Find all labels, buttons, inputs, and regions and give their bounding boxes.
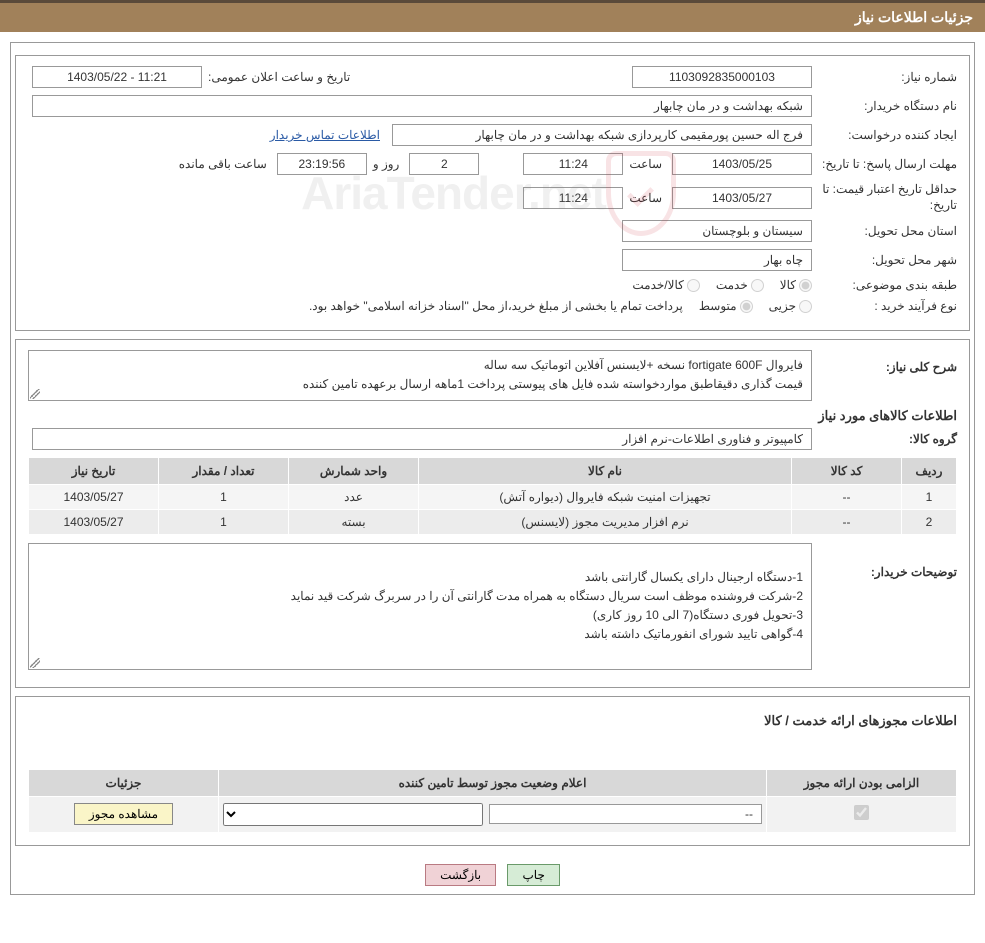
license-col-status: اعلام وضعیت مجوز توسط تامین کننده: [219, 769, 767, 796]
cat-opt3-label: کالا/خدمت: [632, 278, 683, 292]
general-line2: قیمت گذاری دقیقاطبق مواردخواسته شده فایل…: [37, 375, 803, 394]
requester-label: ایجاد کننده درخواست:: [812, 128, 957, 142]
table-cell: نرم افزار مدیریت مجوز (لایسنس): [419, 509, 792, 534]
license-row: -- مشاهده مجوز: [29, 796, 957, 832]
category-label: طبقه بندی موضوعی:: [812, 278, 957, 292]
general-desc-label: شرح کلی نیاز:: [812, 350, 957, 374]
buyer-notes-text: 1-دستگاه ارجینال دارای یکسال گارانتی باش…: [291, 570, 803, 642]
group-label: گروه کالا:: [812, 432, 957, 446]
table-cell: عدد: [289, 484, 419, 509]
ptype-radio-medium[interactable]: متوسط: [699, 299, 753, 313]
general-desc-textarea[interactable]: فایروال fortigate 600F نسخه +لایسنس آفلا…: [28, 350, 812, 400]
table-cell: 1: [159, 509, 289, 534]
requester-value: فرج اله حسین پورمقیمی کارپردازی شبکه بهد…: [392, 124, 812, 146]
resize-handle-icon[interactable]: [30, 389, 40, 399]
table-cell: تجهیزات امنیت شبکه فایروال (دیواره آتش): [419, 484, 792, 509]
ptype-opt1-label: جزیی: [769, 299, 796, 313]
license-col-required: الزامی بودن ارائه مجوز: [767, 769, 957, 796]
category-radio-group: کالا خدمت کالا/خدمت: [622, 278, 812, 292]
validity-date: 1403/05/27: [672, 187, 812, 209]
buyer-notes-textarea[interactable]: 1-دستگاه ارجینال دارای یکسال گارانتی باش…: [28, 543, 812, 670]
purchase-desc: پرداخت تمام یا بخشی از مبلغ خرید،از محل …: [28, 299, 689, 313]
ptype-radio-minor[interactable]: جزیی: [769, 299, 812, 313]
announce-label: تاریخ و ساعت اعلان عمومی:: [202, 70, 356, 84]
license-col-details: جزئیات: [29, 769, 219, 796]
countdown-value: 23:19:56: [277, 153, 367, 175]
deadline-label: مهلت ارسال پاسخ: تا تاریخ:: [812, 157, 957, 171]
back-button[interactable]: بازگشت: [425, 864, 496, 886]
cat-opt1-label: کالا: [780, 278, 796, 292]
purchase-type-label: نوع فرآیند خرید :: [812, 299, 957, 313]
items-panel: شرح کلی نیاز: فایروال fortigate 600F نسخ…: [15, 339, 970, 688]
city-label: شهر محل تحویل:: [812, 253, 957, 267]
validity-time: 11:24: [523, 187, 623, 209]
bottom-button-bar: چاپ بازگشت: [15, 854, 970, 890]
remaining-label: ساعت باقی مانده: [173, 157, 273, 171]
deadline-date: 1403/05/25: [672, 153, 812, 175]
col-code: کد کالا: [792, 457, 902, 484]
col-unit: واحد شمارش: [289, 457, 419, 484]
cat-radio-goods[interactable]: کالا: [780, 278, 812, 292]
col-name: نام کالا: [419, 457, 792, 484]
col-qty: تعداد / مقدار: [159, 457, 289, 484]
col-date: تاریخ نیاز: [29, 457, 159, 484]
days-and-label: روز و: [367, 157, 406, 171]
need-number-label: شماره نیاز:: [812, 70, 957, 84]
items-table: ردیف کد کالا نام کالا واحد شمارش تعداد /…: [28, 457, 957, 535]
time-label-2: ساعت: [623, 191, 668, 205]
items-section-title: اطلاعات کالاهای مورد نیاز: [30, 408, 957, 424]
buyer-org-label: نام دستگاه خریدار:: [812, 99, 957, 113]
table-cell: 1403/05/27: [29, 484, 159, 509]
general-line1: فایروال fortigate 600F نسخه +لایسنس آفلا…: [37, 356, 803, 375]
table-cell: 1: [159, 484, 289, 509]
cat-radio-service[interactable]: خدمت: [716, 278, 764, 292]
buyer-org-value: شبکه بهداشت و در مان چابهار: [32, 95, 812, 117]
days-remaining: 2: [409, 153, 479, 175]
cat-radio-both[interactable]: کالا/خدمت: [632, 278, 699, 292]
table-cell: 1: [902, 484, 957, 509]
ptype-opt2-label: متوسط: [699, 299, 737, 313]
table-cell: --: [792, 509, 902, 534]
need-number-value: 1103092835000103: [632, 66, 812, 88]
view-license-button[interactable]: مشاهده مجوز: [74, 803, 173, 825]
resize-handle-icon[interactable]: [30, 658, 40, 668]
details-panel: AriaTender.net شماره نیاز: 1103092835000…: [15, 55, 970, 331]
cat-opt2-label: خدمت: [716, 278, 748, 292]
outer-container: AriaTender.net شماره نیاز: 1103092835000…: [10, 42, 975, 895]
group-value: کامپیوتر و فناوری اطلاعات-نرم افزار: [32, 428, 812, 450]
province-value: سیستان و بلوچستان: [622, 220, 812, 242]
table-cell: بسته: [289, 509, 419, 534]
announce-value: 11:21 - 1403/05/22: [32, 66, 202, 88]
buyer-notes-label: توضیحات خریدار:: [812, 543, 957, 579]
table-cell: 2: [902, 509, 957, 534]
table-cell: --: [792, 484, 902, 509]
city-value: چاه بهار: [622, 249, 812, 271]
deadline-time: 11:24: [523, 153, 623, 175]
license-panel: اطلاعات مجوزهای ارائه خدمت / کالا الزامی…: [15, 696, 970, 846]
license-status-select[interactable]: [223, 803, 483, 826]
license-required-checkbox[interactable]: [854, 805, 869, 820]
validity-label: حداقل تاریخ اعتبار قیمت: تا تاریخ:: [812, 182, 957, 213]
title-bar: جزئیات اطلاعات نیاز: [0, 0, 985, 32]
purchase-type-radio-group: جزیی متوسط: [689, 299, 812, 313]
col-row: ردیف: [902, 457, 957, 484]
print-button[interactable]: چاپ: [507, 864, 559, 886]
table-row: 2--نرم افزار مدیریت مجوز (لایسنس)بسته114…: [29, 509, 957, 534]
license-table: الزامی بودن ارائه مجوز اعلام وضعیت مجوز …: [28, 769, 957, 833]
buyer-contact-link[interactable]: اطلاعات تماس خریدار: [270, 128, 380, 142]
table-row: 1--تجهیزات امنیت شبکه فایروال (دیواره آت…: [29, 484, 957, 509]
time-label-1: ساعت: [623, 157, 668, 171]
table-cell: 1403/05/27: [29, 509, 159, 534]
province-label: استان محل تحویل:: [812, 224, 957, 238]
license-status-value: --: [489, 804, 762, 824]
license-header: اطلاعات مجوزهای ارائه خدمت / کالا: [30, 713, 957, 729]
